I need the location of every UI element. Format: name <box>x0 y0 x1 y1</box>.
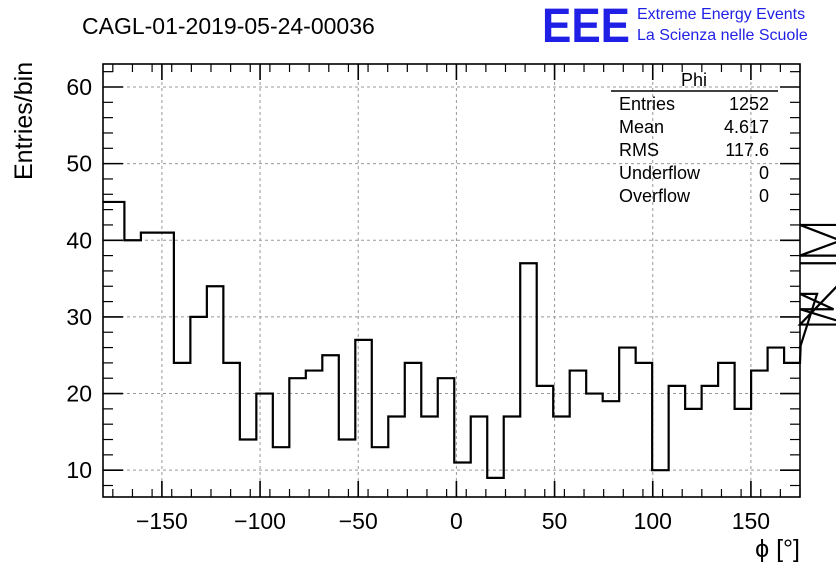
stats-value-entries: 1252 <box>729 94 769 114</box>
eee-logo-line2: La Scienza nelle Scuole <box>637 27 808 44</box>
histogram-bin <box>124 240 140 497</box>
histogram-bin <box>570 371 586 497</box>
y-tick-label: 20 <box>66 381 92 407</box>
histogram-bin <box>768 348 784 497</box>
histogram-bin <box>553 417 569 497</box>
histogram-bin <box>256 394 272 497</box>
stats-box-name: Phi <box>681 70 707 90</box>
eee-logo-line1: Extreme Energy Events <box>637 6 805 23</box>
x-tick-label: −50 <box>339 508 378 534</box>
x-axis-label: ϕ [°] <box>755 535 800 563</box>
histogram-bin <box>652 470 668 497</box>
histogram-bin <box>306 371 322 497</box>
stats-value-rms: 117.6 <box>725 140 769 160</box>
histogram-bin <box>520 263 536 497</box>
histogram-bin <box>636 363 652 497</box>
histogram-bin <box>735 409 751 497</box>
axis-ticks <box>103 64 801 497</box>
histogram-bin <box>751 371 767 497</box>
x-tick-label: 100 <box>634 508 672 534</box>
x-tick-label: −100 <box>234 508 286 534</box>
stats-value-mean: 4.617 <box>724 117 769 137</box>
grid-lines <box>103 64 800 497</box>
histogram-bin <box>141 233 157 497</box>
y-tick-label: 40 <box>66 227 92 253</box>
histogram-bin <box>471 417 487 497</box>
histogram-bin <box>240 440 256 497</box>
y-tick-label: 10 <box>66 457 92 483</box>
stats-label-underflow: Underflow <box>619 163 701 183</box>
plot-frame <box>102 63 801 498</box>
stats-box: Phi Entries 1252 Mean 4.617 RMS 117.6 Un… <box>611 70 778 206</box>
eee-logo: EEE Extreme Energy Events La Scienza nel… <box>542 0 808 53</box>
histogram-bin <box>603 401 619 497</box>
histogram-bin <box>718 363 734 497</box>
histogram-bin <box>388 417 404 497</box>
histogram-bin <box>339 440 355 497</box>
histogram-bin <box>190 317 206 497</box>
histogram-bin <box>157 233 173 497</box>
histogram-bin <box>372 447 388 497</box>
histogram-bin <box>355 340 371 497</box>
stats-label-mean: Mean <box>619 117 664 137</box>
eee-logo-mark: EEE <box>542 0 630 53</box>
histogram-bin <box>586 394 602 497</box>
stats-label-rms: RMS <box>619 140 659 160</box>
histogram-bin <box>273 447 289 497</box>
histogram-bin <box>108 202 124 497</box>
histogram-bin <box>174 363 190 497</box>
y-tick-label: 30 <box>66 304 92 330</box>
stats-label-overflow: Overflow <box>619 186 691 206</box>
histogram-bin <box>322 355 338 497</box>
y-tick-labels: 10 20 30 40 50 60 <box>66 74 92 483</box>
stats-value-underflow: 0 <box>759 163 769 183</box>
x-tick-label: 0 <box>450 508 463 534</box>
histogram-bin <box>223 363 239 497</box>
histogram-bin <box>504 417 520 497</box>
histogram-bin <box>784 363 800 497</box>
histogram-bin <box>619 348 635 497</box>
y-tick-label: 60 <box>66 74 92 100</box>
chart-title: CAGL-01-2019-05-24-00036 <box>82 13 375 39</box>
histogram-bin <box>487 478 503 497</box>
histogram-bin <box>438 378 454 497</box>
histogram-line <box>103 200 836 479</box>
histogram-bin <box>421 417 437 497</box>
x-tick-label: −150 <box>136 508 188 534</box>
histogram-bin <box>289 378 305 497</box>
x-tick-labels: −150 −100 −50 0 50 100 150 <box>136 508 770 534</box>
histogram-bin <box>207 286 223 497</box>
histogram-bin <box>537 386 553 497</box>
y-tick-label: 50 <box>66 151 92 177</box>
x-tick-label: 50 <box>542 508 568 534</box>
histogram-bin <box>669 386 685 497</box>
stats-value-overflow: 0 <box>759 186 769 206</box>
y-axis-label: Entries/bin <box>10 62 38 180</box>
histogram-bin <box>685 409 701 497</box>
stats-label-entries: Entries <box>619 94 675 114</box>
x-tick-label: 150 <box>732 508 770 534</box>
histogram-bin <box>702 386 718 497</box>
histogram-bin <box>405 363 421 497</box>
